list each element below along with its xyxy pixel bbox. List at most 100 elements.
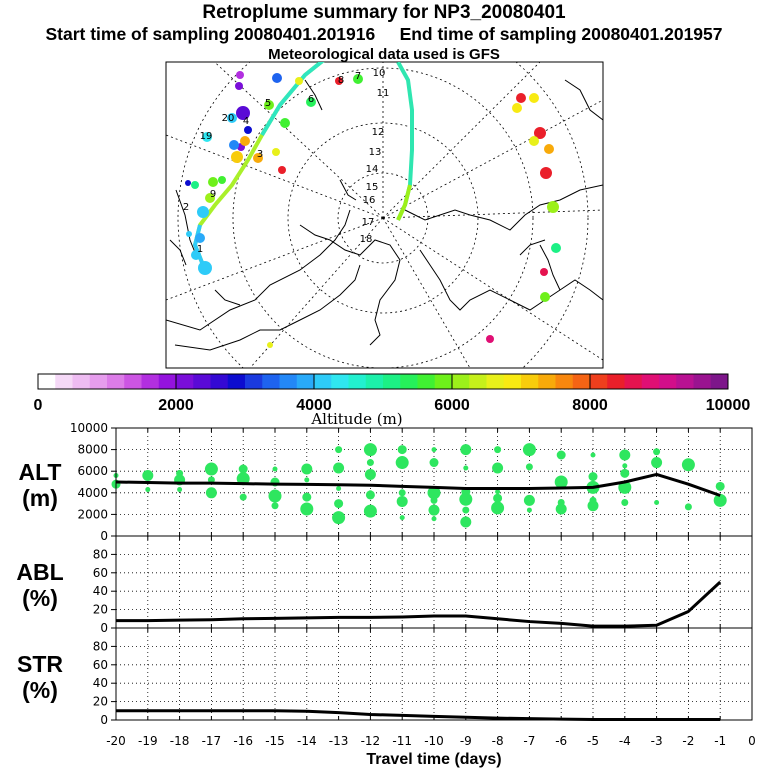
plume-cluster: [236, 71, 244, 79]
colorbar-segment: [659, 374, 677, 389]
altitude-cluster-point: [463, 465, 469, 471]
map-day-label: 1: [197, 244, 203, 255]
colorbar-segment: [348, 374, 367, 389]
colorbar-segment: [710, 374, 729, 389]
x-tick-label: -8: [492, 734, 504, 748]
panel-alt: 0 2000 4000 6000 8000 10000 ALT(m): [18, 421, 753, 543]
altitude-cluster-point: [429, 458, 439, 468]
colorbar-segment: [296, 374, 315, 389]
panel-frame: [115, 535, 753, 629]
altitude-cluster-point: [428, 504, 440, 516]
altitude-cluster-point: [556, 450, 566, 460]
altitude-cluster-point: [526, 507, 532, 513]
colorbar-segment: [607, 374, 625, 389]
y-tick-label: 60: [93, 566, 108, 580]
x-axis-label: Travel time (days): [366, 751, 501, 768]
plume-cluster: [267, 342, 273, 348]
plume-cluster: [186, 231, 192, 237]
map-plume-clusters: [185, 71, 561, 348]
altitude-cluster-point: [363, 504, 377, 518]
plume-cluster: [486, 335, 494, 343]
colorbar-segment: [210, 374, 229, 389]
y-tick-label: 2000: [77, 507, 108, 521]
x-tick-label: -10: [424, 734, 444, 748]
x-tick-label: -5: [587, 734, 599, 748]
plume-cluster: [227, 113, 237, 123]
colorbar-segment: [193, 374, 211, 389]
met-data-label: Meteorological data used is GFS: [268, 46, 500, 63]
map-day-label: 4: [243, 116, 249, 127]
map-day-label: 7: [355, 71, 361, 82]
altitude-cluster-point: [304, 477, 310, 483]
altitude-cluster-point: [492, 462, 504, 474]
colorbar-segment: [124, 374, 142, 389]
altitude-cluster-point: [618, 480, 632, 494]
altitude-cluster-point: [333, 462, 345, 474]
altitude-cluster-point: [332, 511, 346, 525]
panel-label: STR: [17, 651, 63, 677]
trajectory-line-segment-early: [192, 224, 207, 271]
panel-frame: [115, 627, 753, 721]
plume-cluster: [529, 93, 539, 103]
plume-cluster: [335, 77, 343, 85]
plume-cluster: [264, 100, 274, 110]
colorbar-segment: [590, 374, 608, 389]
panel-unit-label: (%): [22, 677, 58, 703]
altitude-cluster-point: [300, 502, 314, 516]
plume-cluster: [534, 127, 546, 139]
altitude-cluster-point: [366, 459, 374, 467]
colorbar-segment: [227, 374, 246, 389]
plume-cluster: [253, 153, 263, 163]
altitude-cluster-point: [715, 481, 725, 491]
end-time-label: End time of sampling 20080401.201957: [399, 24, 723, 44]
colorbar-tick-label: 4000: [296, 397, 332, 414]
altitude-cluster-point: [459, 492, 473, 506]
colorbar-segment: [469, 374, 487, 389]
altitude-cluster-point: [177, 487, 183, 493]
map-day-label: 2: [183, 202, 189, 213]
colorbar-segment: [245, 374, 263, 389]
colorbar-tick-label: 10000: [706, 397, 751, 414]
plume-cluster: [272, 73, 282, 83]
y-tick-label: 0: [100, 713, 108, 727]
altitude-cluster-point: [239, 493, 247, 501]
altitude-cluster-point: [142, 470, 154, 482]
colorbar-segment: [641, 374, 660, 389]
altitude-cluster-point: [363, 443, 377, 457]
altitude-cluster-point: [523, 494, 535, 506]
plume-cluster: [306, 97, 316, 107]
panel-label: ALT: [18, 459, 61, 485]
x-tick-label: -6: [555, 734, 567, 748]
map-day-label: 14: [366, 164, 379, 175]
series-line: [115, 472, 721, 497]
series-line: [116, 709, 721, 722]
altitude-cluster-point: [397, 445, 407, 455]
altitude-cluster-point: [587, 500, 599, 512]
colorbar-segment: [503, 374, 522, 389]
x-tick-label: -11: [392, 734, 412, 748]
x-tick-label: -12: [361, 734, 381, 748]
altitude-cluster-point: [302, 492, 312, 502]
plume-cluster: [529, 136, 539, 146]
map-day-label: 9: [210, 189, 216, 200]
colorbar-segment: [572, 374, 591, 389]
altitude-cluster-point: [494, 446, 502, 454]
x-tick-label: -20: [106, 734, 126, 748]
plume-cluster: [229, 140, 239, 150]
y-tick-label: 8000: [77, 443, 108, 457]
colorbar-segment: [624, 374, 643, 389]
colorbar-segment: [158, 374, 177, 389]
colorbar-tick-label: 2000: [158, 397, 194, 414]
altitude-cluster-point: [621, 499, 629, 507]
colorbar-segment: [383, 374, 401, 389]
altitude-cluster-point: [522, 443, 536, 457]
altitude-cluster-point: [238, 464, 248, 474]
plume-cluster: [205, 193, 215, 203]
plume-cluster: [236, 106, 250, 120]
colorbar-segment: [38, 374, 56, 389]
y-tick-label: 10000: [70, 421, 108, 435]
colorbar-segment: [176, 374, 194, 389]
y-tick-label: 60: [93, 658, 108, 672]
